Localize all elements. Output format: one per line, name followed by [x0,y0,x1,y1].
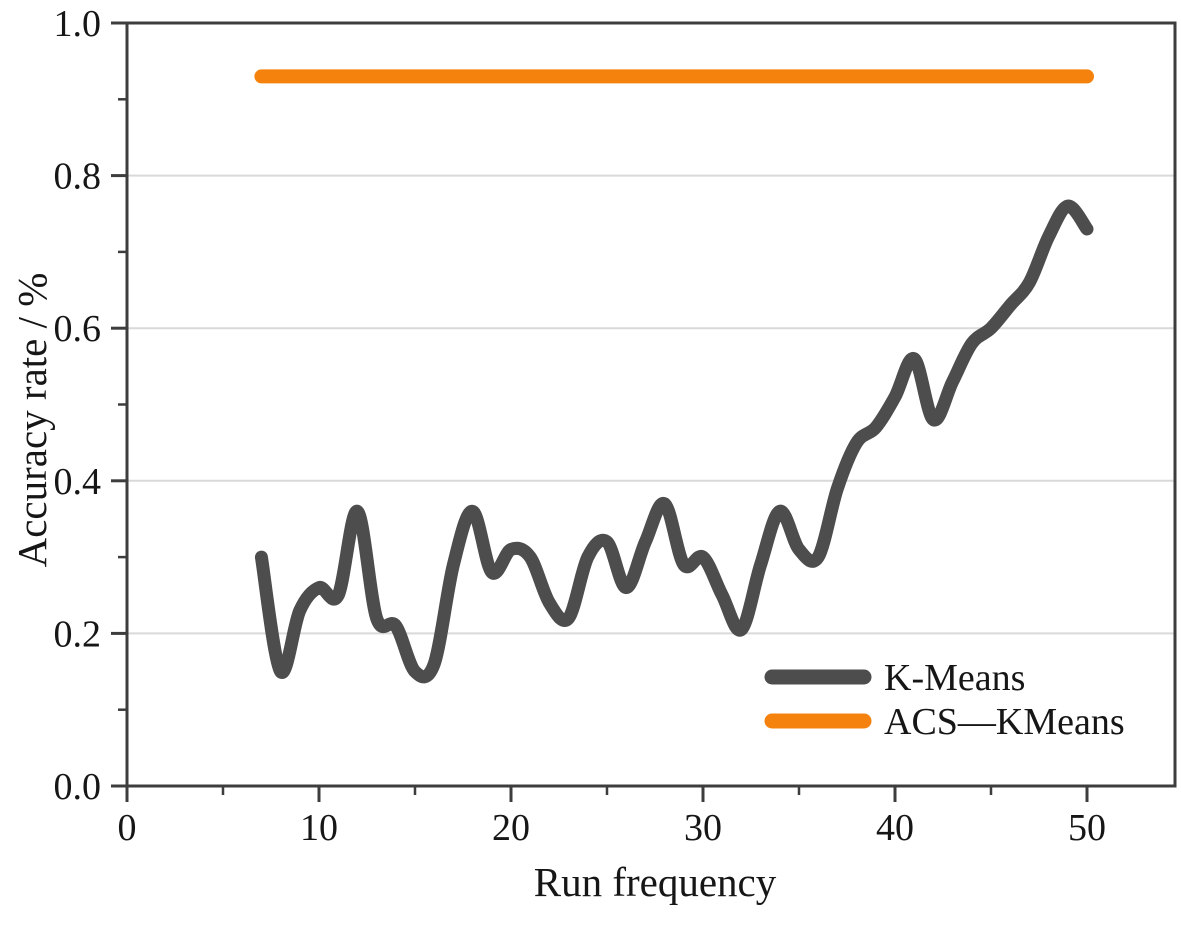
gridlines [127,174,1175,635]
x-tick-label: 30 [684,807,722,849]
x-tick-label: 50 [1068,807,1106,849]
legend: K-Means ACS—KMeans [764,657,1125,743]
y-axis-label: Accuracy rate / % [9,273,55,568]
y-tick-label: 0.6 [54,308,102,350]
y-tick-label: 0.2 [54,613,102,655]
axis-ticks [111,21,1089,802]
kmeans-line [254,199,1094,684]
x-tick-label: 0 [118,807,137,849]
x-axis-label: Run frequency [534,859,777,905]
legend-label-acs-kmeans: ACS—KMeans [884,701,1125,743]
x-tick-label: 20 [492,807,530,849]
x-tick-label: 10 [300,807,338,849]
y-tick-label: 0.0 [54,766,102,808]
tick-labels: 0.0 0.2 0.4 0.6 0.8 1.0 0 10 20 30 40 50 [54,3,1107,849]
legend-label-kmeans: K-Means [884,657,1025,699]
y-tick-label: 0.4 [54,461,102,503]
y-tick-label: 0.8 [54,156,102,198]
y-tick-label: 1.0 [54,3,102,45]
x-tick-label: 40 [876,807,914,849]
